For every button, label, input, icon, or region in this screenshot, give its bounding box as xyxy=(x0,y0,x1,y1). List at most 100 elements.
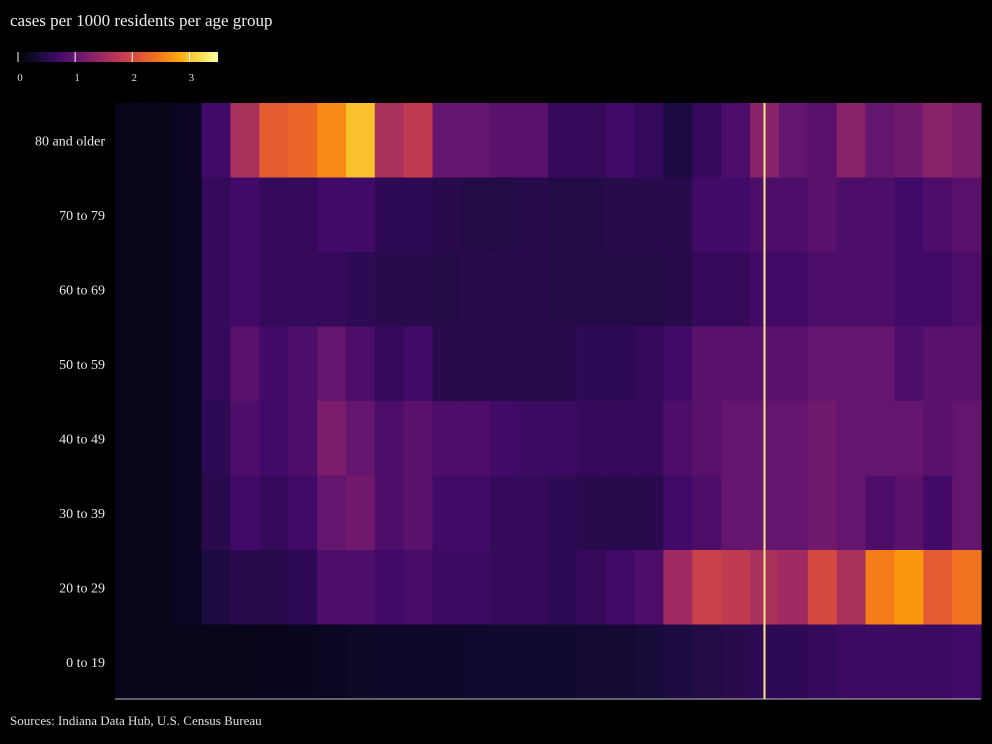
heatmap-cell xyxy=(317,103,347,179)
heatmap-cell xyxy=(519,252,549,328)
heatmap-cell xyxy=(576,177,607,253)
heatmap-cell xyxy=(836,550,867,626)
heatmap-cell xyxy=(172,624,203,700)
heatmap-cell xyxy=(345,550,376,626)
colorbar-tick-label: 1 xyxy=(74,72,80,84)
heatmap-cell xyxy=(403,326,434,402)
heatmap-cell xyxy=(952,103,982,179)
heatmap-cell xyxy=(865,624,895,700)
heatmap-cell xyxy=(115,624,145,700)
heatmap-cell xyxy=(259,177,289,253)
heatmap-cell xyxy=(778,177,809,253)
heatmap-cell xyxy=(490,550,520,626)
heatmap-cell xyxy=(778,550,809,626)
heatmap-cell xyxy=(923,401,953,477)
heatmap-cell xyxy=(432,624,462,700)
heatmap-cell xyxy=(576,475,607,551)
heatmap-cell xyxy=(230,103,260,179)
heatmap-cell xyxy=(894,475,924,551)
heatmap-cell xyxy=(259,550,289,626)
heatmap-cell xyxy=(115,326,145,402)
heatmap-cell xyxy=(576,401,607,477)
heatmap-cell xyxy=(865,252,895,328)
heatmap-cell xyxy=(143,475,174,551)
heatmap-cell xyxy=(865,103,895,179)
heatmap-cell xyxy=(634,252,665,328)
heatmap-cell xyxy=(432,103,462,179)
heatmap-cell xyxy=(143,624,174,700)
heatmap-cell xyxy=(403,550,434,626)
heatmap-cell xyxy=(490,177,520,253)
chart-title: cases per 1000 residents per age group xyxy=(10,11,273,30)
heatmap-cell xyxy=(288,624,318,700)
heatmap-cell xyxy=(692,401,722,477)
heatmap-cell xyxy=(923,475,953,551)
heatmap-cell xyxy=(692,550,722,626)
heatmap-cell xyxy=(807,177,838,253)
heatmap-cell xyxy=(807,401,838,477)
heatmap-cell xyxy=(115,550,145,626)
heatmap-cell xyxy=(807,252,838,328)
heatmap-cell xyxy=(490,103,520,179)
heatmap-cell xyxy=(605,252,636,328)
heatmap-cell xyxy=(403,624,434,700)
heatmap-cell xyxy=(317,177,347,253)
heatmap-cell xyxy=(374,475,405,551)
heatmap-cell xyxy=(115,401,145,477)
heatmap-cell xyxy=(143,103,174,179)
heatmap-cell xyxy=(865,475,895,551)
heatmap-cell xyxy=(548,103,578,179)
heatmap-cell xyxy=(172,401,203,477)
heatmap-cell xyxy=(345,624,376,700)
heatmap-cell xyxy=(490,252,520,328)
heatmap-cell xyxy=(663,475,693,551)
heatmap-cell xyxy=(201,326,232,402)
heatmap-cell xyxy=(894,624,924,700)
heatmap-cell xyxy=(374,177,405,253)
heatmap-cell xyxy=(230,326,260,402)
heatmap-cell xyxy=(865,177,895,253)
heatmap-cell xyxy=(923,252,953,328)
row-label: 20 to 29 xyxy=(59,581,105,596)
heatmap-cell xyxy=(923,177,953,253)
heatmap-cell xyxy=(230,401,260,477)
heatmap-cell xyxy=(288,177,318,253)
heatmap-cell xyxy=(288,252,318,328)
heatmap-cell xyxy=(721,550,751,626)
heatmap-cell xyxy=(259,252,289,328)
heatmap-cell xyxy=(548,326,578,402)
heatmap-cell xyxy=(230,475,260,551)
heatmap-cell xyxy=(548,401,578,477)
heatmap-cell xyxy=(345,475,376,551)
heatmap-cell xyxy=(259,326,289,402)
heatmap-cell xyxy=(548,550,578,626)
heatmap-cell xyxy=(317,401,347,477)
heatmap-cell xyxy=(548,177,578,253)
heatmap-cell xyxy=(519,475,549,551)
heatmap-cell xyxy=(143,326,174,402)
heatmap-cell xyxy=(432,326,462,402)
heatmap-cell xyxy=(605,475,636,551)
heatmap-cell xyxy=(201,103,232,179)
heatmap-cell xyxy=(663,401,693,477)
row-label: 60 to 69 xyxy=(59,283,105,298)
heatmap-cell xyxy=(172,252,203,328)
heatmap-cell xyxy=(345,326,376,402)
heatmap-cell xyxy=(576,326,607,402)
heatmap-cell xyxy=(692,103,722,179)
heatmap-cell xyxy=(345,177,376,253)
heatmap-cell xyxy=(692,475,722,551)
heatmap-cell xyxy=(605,326,636,402)
heatmap-cell xyxy=(317,252,347,328)
heatmap-cell xyxy=(403,103,434,179)
heatmap-cell xyxy=(403,401,434,477)
heatmap-cell xyxy=(952,326,982,402)
heatmap-cell xyxy=(548,475,578,551)
heatmap-cell xyxy=(519,550,549,626)
heatmap-cell xyxy=(490,624,520,700)
heatmap-cell xyxy=(461,550,491,626)
heatmap-cell xyxy=(288,401,318,477)
heatmap-cell xyxy=(461,252,491,328)
heatmap-cell xyxy=(288,550,318,626)
